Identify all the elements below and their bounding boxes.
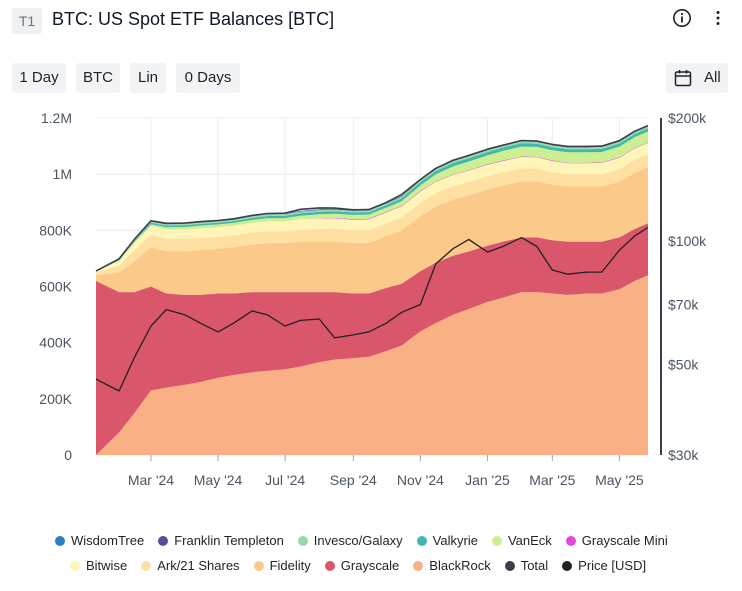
area-fidelity [96,167,648,295]
legend-swatch [562,561,573,571]
legend-item[interactable]: Franklin Templeton [158,533,284,548]
range-button[interactable]: All [666,63,728,93]
y-right-tick-label: $70k [668,296,699,312]
x-tick-label: May '24 [194,472,243,488]
legend-item[interactable]: WisdomTree [55,533,144,548]
legend-row: Bitwise Ark/21 Shares Fidelity Grayscale Bla… [70,557,660,577]
legend-label: Valkyrie [432,533,478,548]
chart-header: T1 BTC: US Spot ETF Balances [BTC] [0,0,742,44]
legend-label: BlackRock [429,558,491,573]
y-right-tick-label: $100k [668,233,707,249]
legend-item[interactable]: Valkyrie [416,533,478,548]
legend-item[interactable]: Fidelity [253,558,311,573]
legend-row: WisdomTree Franklin Templeton Invesco/Gala… [55,532,682,552]
legend-label: Franklin Templeton [174,533,284,548]
legend-item[interactable]: Bitwise [70,558,127,573]
legend-label: Price [USD] [578,558,647,573]
line-series [95,124,649,392]
legend-swatch [565,536,576,546]
legend-item[interactable]: Total [504,558,549,573]
y-left-tick-label: 600K [39,279,72,295]
legend-label: Total [520,558,549,573]
area-grayscale [96,223,648,455]
chart-toolbar: 1 Day BTC Lin 0 Days All [0,63,742,93]
y-left-tick-label: 1.2M [41,110,72,126]
legend-item[interactable]: Ark/21 Shares [141,558,240,573]
legend-item[interactable]: Invesco/Galaxy [297,533,403,548]
legend-swatch [504,561,515,571]
chart-tag: T1 [12,8,42,34]
legend-swatch [253,561,264,571]
legend-item[interactable]: Grayscale Mini [565,533,668,548]
range-label: All [704,69,721,86]
legend-label: Fidelity [269,558,311,573]
legend-swatch [413,561,424,571]
x-tick-label: May '25 [595,472,644,488]
line-total [95,124,649,272]
stacked-areas [96,125,648,455]
legend-swatch [158,536,169,546]
calendar-icon [674,70,692,87]
y-left-tick-label: 400K [39,335,72,351]
chart-title: BTC: US Spot ETF Balances [BTC] [52,9,335,29]
legend-swatch [55,536,65,546]
x-tick-label: Nov '24 [397,472,444,488]
area-ark-21-shares [96,154,648,276]
x-tick-label: Sep '24 [330,472,377,488]
scale-button[interactable]: Lin [130,63,166,93]
line-price-usd [95,226,649,392]
legend-label: Grayscale [340,558,400,573]
y-left-tick-label: 0 [64,447,72,463]
y-left-tick-label: 200K [39,391,72,407]
legend-label: Invesco/Galaxy [313,533,403,548]
y-right-tick-label: $30k [668,447,699,463]
legend-item[interactable]: BlackRock [413,558,491,573]
x-tick-label: Mar '24 [128,472,174,488]
x-tick-label: Jul '24 [265,472,305,488]
more-options-icon[interactable] [708,8,728,28]
y-left-tick-label: 800K [39,222,72,238]
y-right-tick-label: $200k [668,110,707,126]
legend-label: WisdomTree [71,533,145,548]
x-tick-label: Jan '25 [465,472,510,488]
legend-label: Bitwise [86,558,128,573]
info-icon[interactable] [672,8,692,28]
legend-label: Grayscale Mini [581,533,668,548]
axes: 0 200K 400K 600K 800K 1M 1.2M Mar '24 May '24 Jul… [39,110,707,488]
legend-swatch [70,561,80,571]
legend-swatch [297,536,308,546]
legend-swatch [324,561,335,571]
y-left-tick-label: 1M [53,166,72,182]
y-right-tick-label: $50k [668,356,699,372]
legend-label: Ark/21 Shares [157,558,240,573]
asset-button[interactable]: BTC [76,63,120,93]
moving-average-button[interactable]: 0 Days [176,63,240,93]
legend-swatch [141,561,152,571]
legend-swatch [491,536,502,546]
resolution-button[interactable]: 1 Day [12,63,66,93]
legend-item[interactable]: Grayscale [324,558,400,573]
legend-item[interactable]: VanEck [491,533,552,548]
x-tick-label: Mar '25 [529,472,575,488]
legend-label: VanEck [507,533,552,548]
legend-item[interactable]: Price [USD] [562,558,646,573]
area-blackrock [96,275,648,455]
legend-swatch [416,536,427,546]
